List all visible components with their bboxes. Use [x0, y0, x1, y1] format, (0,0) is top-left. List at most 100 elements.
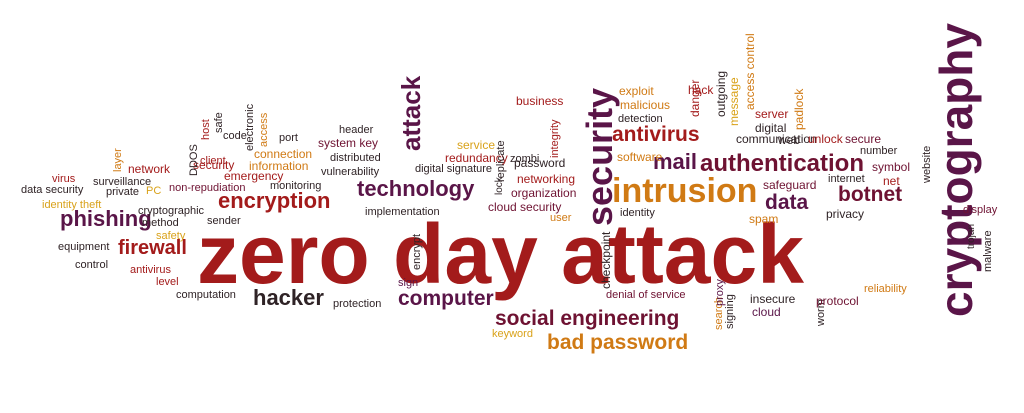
word-message: message [727, 77, 741, 126]
word-encrypt: encrypt [411, 233, 423, 270]
word-attack: attack [396, 75, 426, 151]
word-private: private [106, 186, 140, 198]
word-hack: hack [688, 83, 714, 97]
word-communication: communication [736, 132, 817, 146]
word-social-engineering: social engineering [495, 307, 680, 330]
word-malware: malware [982, 230, 994, 272]
word-digital: digital [755, 121, 787, 135]
word-phishing: phishing [60, 206, 152, 231]
word-keyword: keyword [492, 328, 533, 340]
word-data-security: data security [21, 184, 84, 196]
word-software: software [617, 150, 663, 164]
word-protocol: protocol [816, 294, 859, 308]
word-access-control: access control [743, 33, 757, 110]
word-client: client [200, 155, 226, 167]
word-display: display [963, 204, 998, 216]
word-networking: networking [517, 172, 576, 186]
word-detection: detection [618, 113, 663, 125]
word-padlock: padlock [792, 88, 806, 130]
word-network: network [128, 162, 171, 176]
word-privacy: privacy [826, 207, 865, 221]
word-signing: signing [724, 294, 736, 329]
word-internet: internet [828, 173, 865, 185]
word-firewall: firewall [118, 237, 187, 259]
word-denial-of-service: denial of service [606, 289, 686, 301]
word-virus: virus [52, 173, 76, 185]
word-cryptographic: cryptographic [138, 205, 205, 217]
word-digital-signature: digital signature [415, 163, 493, 175]
word-trojan: trojan [966, 223, 977, 249]
word-protection: protection [333, 298, 382, 310]
word-cloud-security: cloud security [488, 200, 562, 214]
word-bad-password: bad password [547, 331, 689, 354]
word-safe: safe [213, 112, 225, 133]
word-security: security [579, 87, 620, 226]
word-number: number [860, 145, 898, 157]
word-access: access [258, 112, 270, 147]
word-surveillance: surveillance [93, 176, 152, 188]
word-emergency: emergency [224, 169, 284, 183]
word-password: password [514, 156, 566, 170]
word-integrity: integrity [549, 119, 561, 158]
word-user: user [550, 212, 572, 224]
word-net: net [883, 174, 900, 188]
word-encryption: encryption [218, 188, 331, 213]
word-control: control [75, 259, 109, 271]
word-website: website [921, 145, 933, 183]
word-organization: organization [511, 186, 577, 200]
word-distributed: distributed [330, 152, 381, 164]
word-zombi: zombi [510, 153, 540, 165]
word-insecure: insecure [750, 292, 796, 306]
word-pc: PC [146, 185, 162, 197]
word-computer: computer [398, 287, 494, 310]
word-cloud: cloud [752, 305, 781, 319]
word-technology: technology [357, 176, 475, 201]
word-level: level [156, 276, 179, 288]
word-zero-day-attack: zero day attack [197, 207, 804, 301]
word-secure: secure [845, 132, 882, 146]
word-exploit: exploit [619, 84, 654, 98]
word-security-small: security [193, 158, 235, 172]
word-sender: sender [207, 215, 241, 227]
word-outgoing: outgoing [714, 70, 728, 117]
word-sign: sign [398, 277, 419, 289]
word-vulnerability: vulnerability [321, 166, 380, 178]
word-antivirus: antivirus [612, 123, 700, 146]
word-reliability: reliability [864, 283, 907, 295]
word-host: host [200, 119, 212, 140]
word-system-key: system key [318, 136, 379, 150]
word-cryptography: cryptography [930, 23, 982, 317]
word-equipment: equipment [58, 241, 110, 253]
word-server: server [755, 107, 789, 121]
word-data: data [765, 191, 809, 214]
word-intrusion: intrusion [612, 172, 758, 210]
word-information: information [249, 159, 309, 173]
word-antivirus-small: antivirus [130, 264, 171, 276]
word-monitoring: monitoring [270, 180, 322, 192]
word-spam: spam [749, 212, 779, 226]
word-malicious: malicious [620, 98, 671, 112]
word-danger: danger [688, 79, 702, 117]
word-botnet: botnet [838, 183, 903, 206]
word-method: method [142, 217, 179, 229]
word-ddos: DDOS [188, 144, 200, 176]
word-redundancy: redundancy [445, 151, 508, 165]
word-connection: connection [254, 147, 313, 161]
word-checkpoint: checkpoint [599, 231, 613, 289]
word-identity-theft: identity theft [42, 199, 102, 211]
word-unlock: unlock [808, 132, 843, 146]
word-electronic: electronic [244, 103, 256, 151]
word-authentication: authentication [700, 150, 865, 177]
word-business: business [516, 94, 564, 108]
word-web: web [778, 133, 801, 147]
word-safety: safety [156, 230, 186, 242]
word-port: port [279, 132, 298, 144]
word-mail: mail [653, 149, 698, 174]
word-hacker: hacker [253, 285, 324, 310]
word-proxy: proxy [714, 279, 726, 306]
word-non-repudiation: non-repudiation [169, 182, 246, 194]
word-header: header [339, 124, 374, 136]
word-computation: computation [176, 289, 236, 301]
word-identity: identity [620, 207, 655, 219]
